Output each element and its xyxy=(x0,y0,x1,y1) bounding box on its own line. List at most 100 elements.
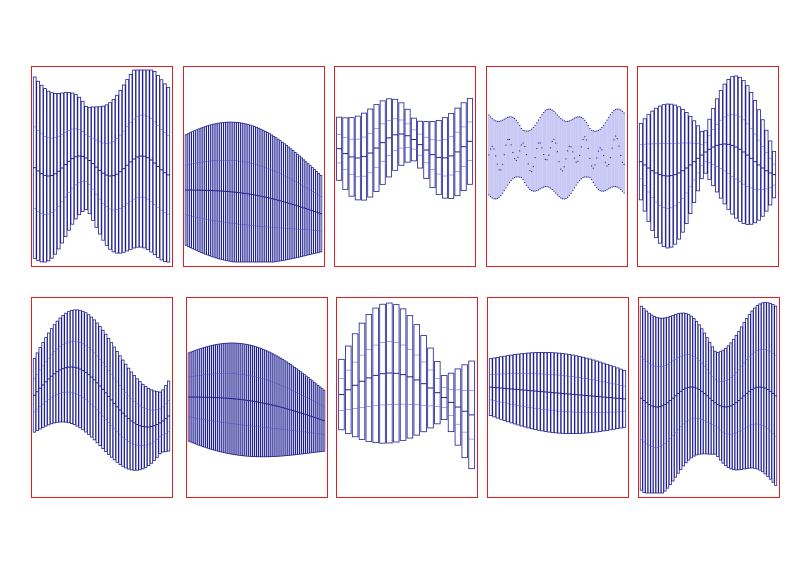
box-10-47 xyxy=(761,302,764,473)
box-10-3 xyxy=(645,310,649,494)
box-7-48 xyxy=(279,357,283,457)
box-9-25 xyxy=(571,354,575,435)
box-10-26 xyxy=(705,337,709,455)
chart-panel-8 xyxy=(336,297,478,498)
box-1-23 xyxy=(108,102,112,250)
box-6-27 xyxy=(107,337,111,455)
box-7-51 xyxy=(285,361,289,456)
box-3-1 xyxy=(336,116,343,181)
box-2-21 xyxy=(227,121,231,262)
box-6-8 xyxy=(52,324,56,424)
box-7-69 xyxy=(320,388,324,452)
box-10-27 xyxy=(708,341,712,455)
box-3-6 xyxy=(367,108,374,198)
box-8-8 xyxy=(386,302,393,444)
box-10-39 xyxy=(739,326,743,470)
box-2-35 xyxy=(257,127,261,263)
box-10-42 xyxy=(747,314,751,469)
box-8-7 xyxy=(379,303,386,444)
box-7-24 xyxy=(232,342,236,455)
box-10-22 xyxy=(695,320,699,456)
box-7-40 xyxy=(264,349,267,458)
box-6-45 xyxy=(158,391,162,455)
box-4-6 xyxy=(496,120,499,199)
box-body xyxy=(145,69,150,251)
box-4-54 xyxy=(578,116,581,181)
box-4-76 xyxy=(616,108,619,188)
box-6-4 xyxy=(41,342,45,428)
box-6-12 xyxy=(64,312,68,423)
box-10-12 xyxy=(668,315,672,486)
box-2-18 xyxy=(221,122,224,261)
box-2-37 xyxy=(261,129,265,263)
box-10-8 xyxy=(658,317,662,494)
box-2-64 xyxy=(319,174,323,253)
box-3-10 xyxy=(392,98,399,171)
box-1-32 xyxy=(139,69,143,248)
box-4-50 xyxy=(571,118,574,192)
box-7-20 xyxy=(224,342,228,454)
box-4-17 xyxy=(515,119,518,178)
panel-frame-3 xyxy=(334,66,476,267)
box-2-29 xyxy=(244,123,248,263)
box-2-52 xyxy=(293,151,297,259)
box-2-36 xyxy=(259,128,263,263)
box-10-40 xyxy=(742,322,746,470)
box-4-28 xyxy=(534,124,536,192)
box-10-11 xyxy=(666,316,670,489)
box-10-52 xyxy=(774,305,778,486)
box-10-46 xyxy=(758,303,762,471)
box-4-40 xyxy=(554,112,557,194)
box-4-7 xyxy=(498,120,500,198)
box-4-1 xyxy=(488,114,490,196)
box-body xyxy=(139,69,143,248)
box-9-39 xyxy=(619,368,623,429)
box-2-57 xyxy=(304,161,308,256)
box-2-32 xyxy=(251,125,254,263)
box-6-43 xyxy=(152,390,156,461)
box-9-30 xyxy=(588,358,592,434)
box-6-23 xyxy=(95,322,99,444)
box-3-17 xyxy=(435,119,442,195)
box-9-9 xyxy=(516,353,520,426)
box-7-43 xyxy=(269,352,273,458)
box-8-4 xyxy=(358,322,366,440)
box-2-10 xyxy=(204,126,207,255)
box-4-65 xyxy=(597,129,600,190)
box-4-79 xyxy=(621,110,624,192)
box-8-11 xyxy=(406,315,414,439)
box-1-11 xyxy=(67,92,71,231)
box-10-34 xyxy=(726,345,730,468)
box-4-52 xyxy=(575,116,578,186)
box-1-25 xyxy=(115,94,119,254)
box-4-73 xyxy=(611,111,614,188)
box-7-7 xyxy=(199,348,202,447)
box-4-11 xyxy=(505,117,507,189)
box-1-33 xyxy=(142,69,147,249)
box-4-13 xyxy=(508,116,511,184)
box-5-17 xyxy=(699,130,704,180)
panel-frame-6 xyxy=(31,297,173,498)
box-body xyxy=(261,129,265,263)
box-4-80 xyxy=(623,112,625,194)
box-4-10 xyxy=(503,118,506,192)
box-5-28 xyxy=(741,80,746,224)
box-3-18 xyxy=(442,117,448,199)
box-5-34 xyxy=(764,129,769,212)
box-10-45 xyxy=(755,305,759,470)
box-5-23 xyxy=(722,83,727,205)
chart-panel-7 xyxy=(186,297,328,498)
box-10-49 xyxy=(766,302,770,477)
box-1-19 xyxy=(94,106,99,228)
box-8-10 xyxy=(399,308,407,441)
box-10-16 xyxy=(679,312,683,470)
box-6-2 xyxy=(35,352,39,431)
box-4-15 xyxy=(511,116,514,180)
box-4-43 xyxy=(559,118,562,199)
box-10-37 xyxy=(734,335,738,471)
box-10-6 xyxy=(653,316,656,494)
chart-panel-2 xyxy=(183,66,325,267)
box-9-26 xyxy=(574,355,579,434)
box-2-15 xyxy=(214,123,218,259)
box-10-32 xyxy=(721,349,725,464)
